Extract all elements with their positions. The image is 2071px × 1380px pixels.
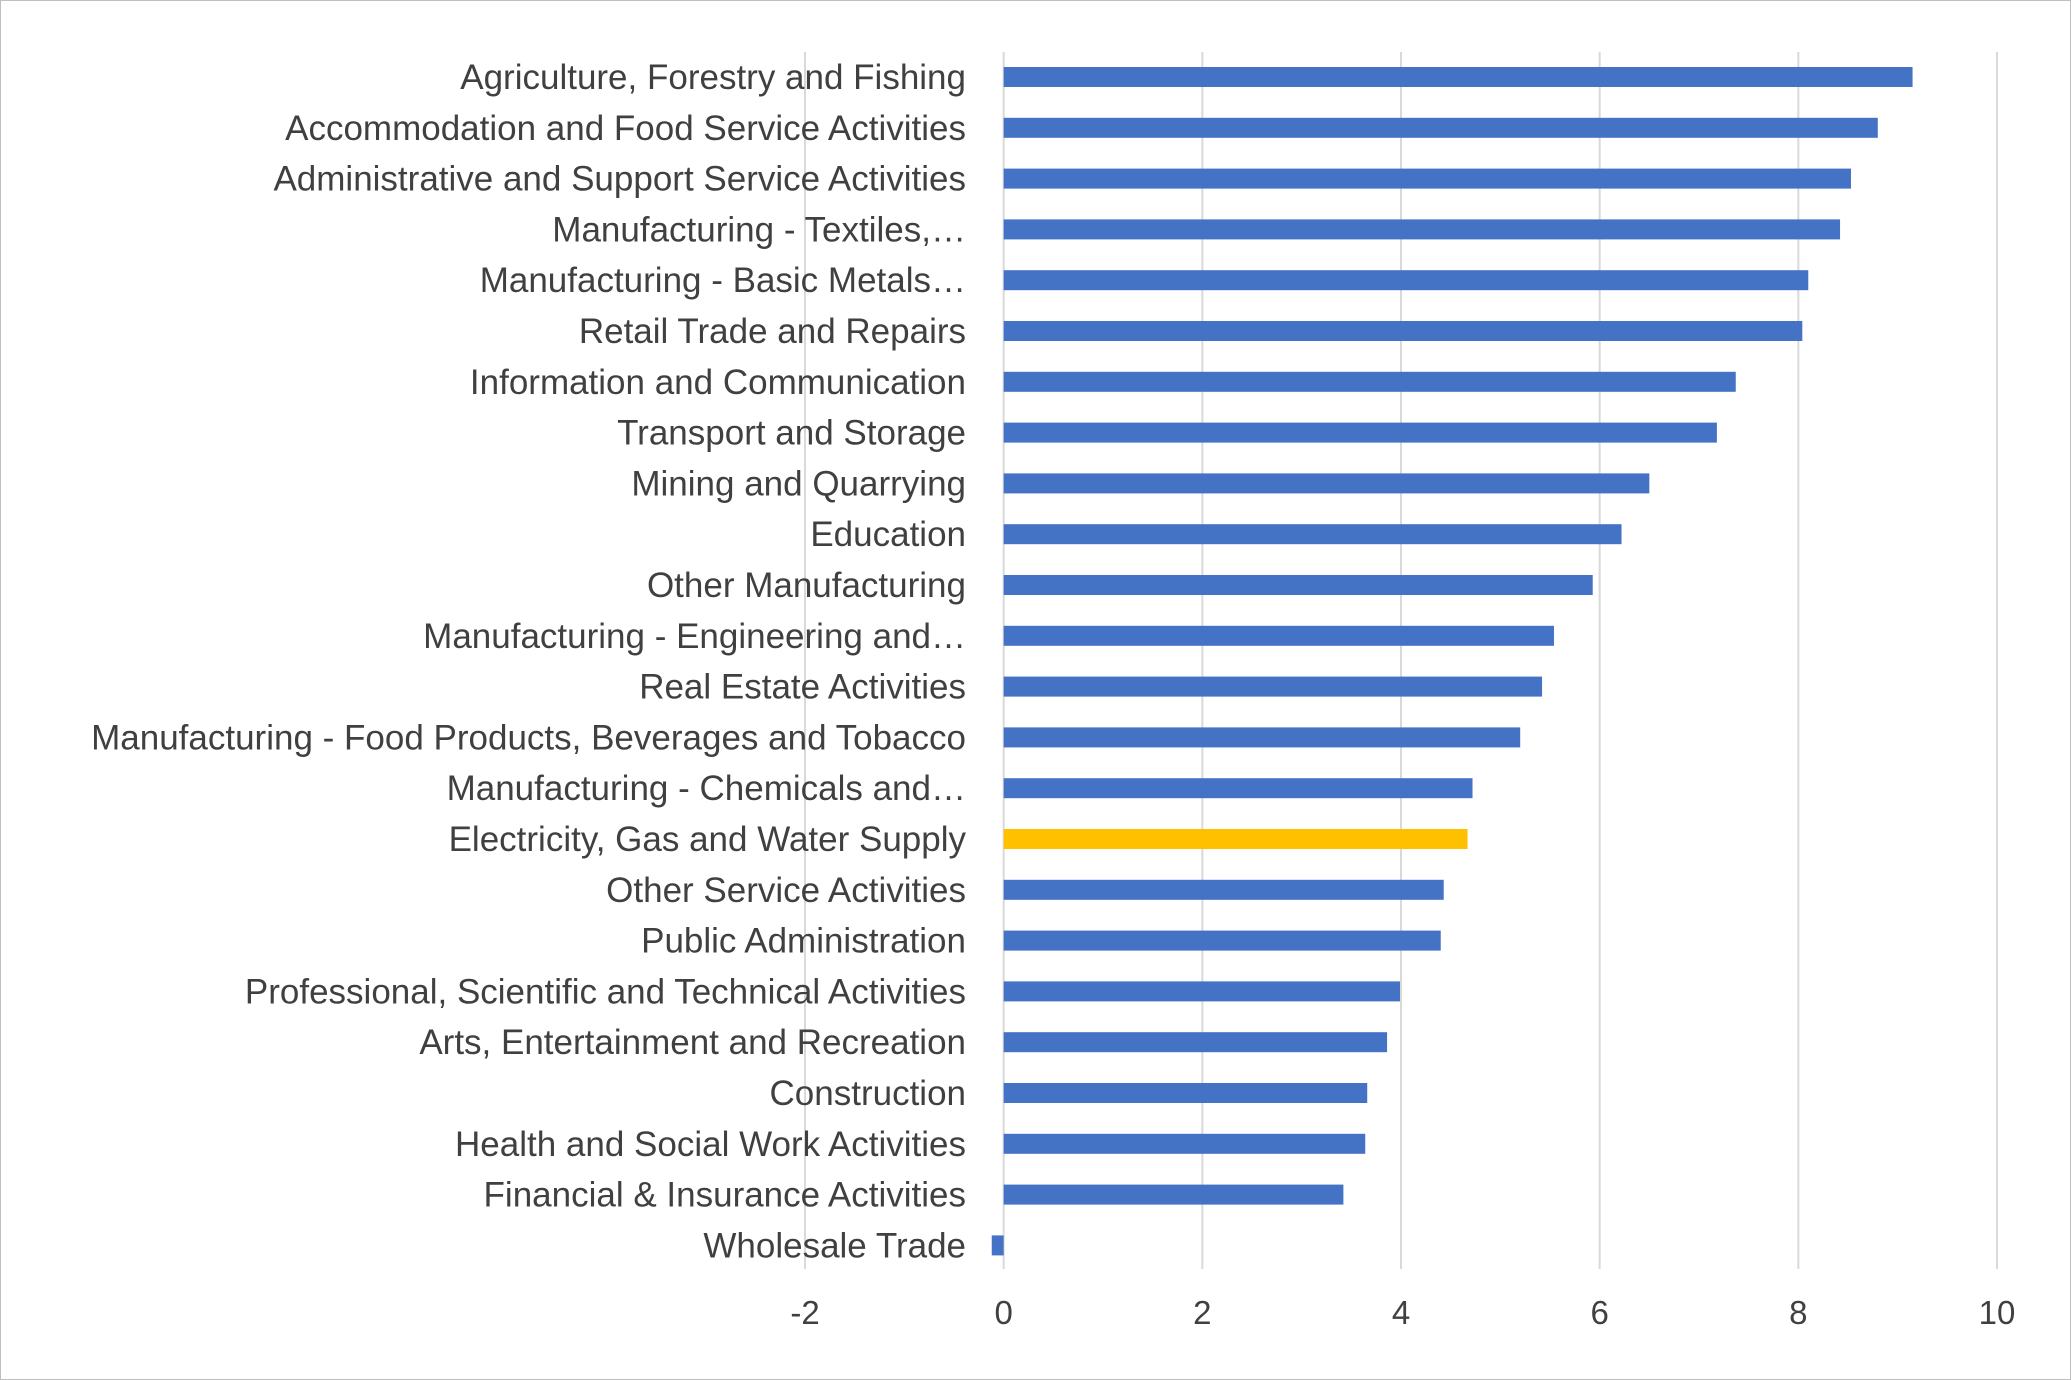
bar — [1003, 67, 1913, 87]
x-tick-label: 4 — [1392, 1294, 1410, 1331]
gridlines — [804, 52, 1998, 1269]
category-label: Accommodation and Food Service Activitie… — [285, 109, 966, 148]
bar — [1003, 168, 1851, 189]
bar — [1003, 778, 1473, 799]
category-label: Manufacturing - Engineering and… — [423, 617, 966, 656]
bar — [1003, 321, 1803, 341]
category-labels: Agriculture, Forestry and Fishing Accommo… — [91, 58, 966, 1265]
bar — [1003, 1184, 1344, 1205]
category-label: Public Administration — [641, 922, 966, 961]
bar — [1003, 371, 1736, 392]
category-label: Electricity, Gas and Water Supply — [449, 820, 967, 859]
bar — [1003, 117, 1878, 138]
category-label: Administrative and Support Service Activ… — [273, 160, 966, 199]
bar — [1003, 219, 1841, 240]
bar — [1003, 625, 1554, 646]
category-label: Construction — [770, 1074, 966, 1113]
bar — [1003, 270, 1809, 291]
x-tick-label: 10 — [1979, 1294, 2016, 1331]
category-label: Health and Social Work Activities — [455, 1125, 966, 1164]
x-tick-label: 8 — [1789, 1294, 1807, 1331]
category-label: Manufacturing - Chemicals and… — [447, 769, 966, 808]
bar — [1003, 422, 1717, 443]
category-label: Wholesale Trade — [703, 1226, 966, 1265]
bar — [1003, 575, 1593, 595]
bar — [1003, 1083, 1368, 1103]
category-label: Mining and Quarrying — [631, 464, 966, 503]
x-tick-label: 6 — [1590, 1294, 1608, 1331]
bar — [1003, 1133, 1366, 1154]
category-label: Arts, Entertainment and Recreation — [419, 1023, 966, 1062]
category-label: Manufacturing - Basic Metals… — [480, 261, 966, 300]
bars — [991, 67, 1913, 1256]
bar — [991, 1235, 1004, 1256]
category-label: Agriculture, Forestry and Fishing — [460, 58, 966, 97]
x-tick-label: 2 — [1193, 1294, 1211, 1331]
x-axis-tick-labels: -2 0 2 4 6 8 10 — [790, 1294, 2015, 1331]
bar — [1003, 879, 1444, 900]
bar — [1003, 473, 1650, 494]
category-label: Other Service Activities — [606, 871, 966, 910]
x-tick-label: 0 — [994, 1294, 1012, 1331]
category-label: Information and Communication — [470, 363, 966, 402]
bar — [1003, 727, 1521, 748]
x-tick-label: -2 — [790, 1294, 819, 1331]
category-label: Financial & Insurance Activities — [484, 1176, 966, 1215]
category-label: Retail Trade and Repairs — [579, 312, 966, 351]
bar — [1003, 524, 1622, 545]
category-label: Manufacturing - Textiles,… — [552, 210, 966, 249]
category-label: Other Manufacturing — [647, 566, 966, 605]
category-label: Real Estate Activities — [639, 668, 966, 707]
category-label: Education — [810, 515, 966, 554]
bar — [1003, 930, 1441, 951]
category-label: Transport and Storage — [617, 414, 966, 453]
bar — [1003, 829, 1468, 849]
bar — [1003, 676, 1543, 697]
bar — [1003, 981, 1401, 1002]
category-label: Manufacturing - Food Products, Beverages… — [91, 718, 966, 757]
category-label: Professional, Scientific and Technical A… — [245, 972, 966, 1011]
bar — [1003, 1032, 1388, 1053]
